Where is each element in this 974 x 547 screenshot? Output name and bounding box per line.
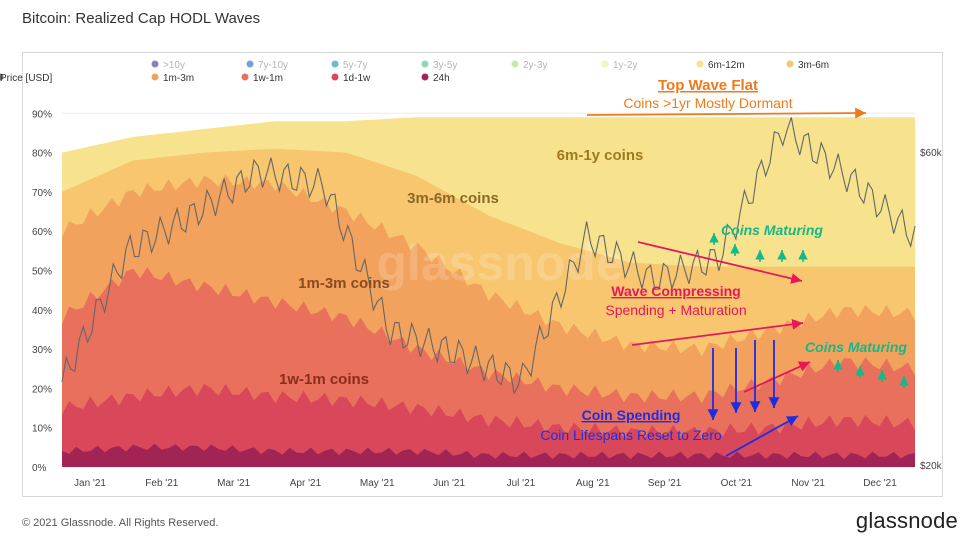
legend-label: 1y-2y xyxy=(613,60,637,71)
annotation-arrow xyxy=(637,241,803,284)
annotation-arrow xyxy=(586,107,867,119)
legend-label: 1d-1w xyxy=(343,73,371,84)
annotation-top-wave-title: Top Wave Flat xyxy=(658,77,758,94)
legend-swatch xyxy=(151,73,159,81)
annotation-arrow xyxy=(631,319,804,346)
legend-label: Price [USD] xyxy=(0,73,52,84)
band-label-1w-1m: 1w-1m coins xyxy=(279,371,369,388)
band-24h xyxy=(62,443,915,467)
y-tick-label: 70% xyxy=(32,188,52,199)
x-tick-label: May '21 xyxy=(360,478,395,489)
legend-swatch xyxy=(421,60,429,68)
band-1d-1w xyxy=(62,383,915,467)
legend-swatch xyxy=(511,60,519,68)
legend-swatch xyxy=(421,73,429,81)
legend-swatch xyxy=(246,60,254,68)
y-tick-label: 40% xyxy=(32,306,52,317)
legend-label: >10y xyxy=(163,60,185,71)
legend-label: 3m-6m xyxy=(798,60,829,71)
chart-frame xyxy=(22,52,943,497)
x-tick-label: Nov '21 xyxy=(791,478,825,489)
legend-label: 1m-3m xyxy=(163,73,194,84)
legend-swatch xyxy=(696,60,704,68)
annotation-top-wave-sub: Coins >1yr Mostly Dormant xyxy=(623,95,792,111)
y-tick-label: 60% xyxy=(32,227,52,238)
legend-swatch xyxy=(151,60,159,68)
y-tick-label: 30% xyxy=(32,345,52,356)
x-tick-label: Jun '21 xyxy=(433,478,465,489)
y-tick-label: 10% xyxy=(32,424,52,435)
annotation-spend-sub: Coin Lifespans Reset to Zero xyxy=(540,427,722,443)
right-tick-label: $60k xyxy=(920,148,943,159)
copyright-text: © 2021 Glassnode. All Rights Reserved. xyxy=(22,517,219,529)
legend-label: 5y-7y xyxy=(343,60,367,71)
band-label-6m-1y: 6m-1y coins xyxy=(557,147,644,164)
x-tick-label: Mar '21 xyxy=(217,478,250,489)
annotation-maturing-1: Coins Maturing xyxy=(721,222,823,238)
legend-swatch xyxy=(786,60,794,68)
legend-label: 3y-5y xyxy=(433,60,457,71)
legend-label: 6m-12m xyxy=(708,60,745,71)
legend-swatch xyxy=(601,60,609,68)
annotation-arrow xyxy=(725,415,799,457)
y-tick-label: 50% xyxy=(32,267,52,278)
right-tick-label: $20k xyxy=(920,461,943,472)
x-tick-label: Sep '21 xyxy=(648,478,682,489)
y-tick-label: 0% xyxy=(32,463,47,474)
legend-swatch xyxy=(331,73,339,81)
x-tick-label: Oct '21 xyxy=(721,478,753,489)
legend-swatch xyxy=(241,73,249,81)
x-tick-label: Apr '21 xyxy=(290,478,322,489)
legend-label: 1w-1m xyxy=(253,73,283,84)
band-label-1m-3m: 1m-3m coins xyxy=(298,275,390,292)
annotation-wave-sub: Spending + Maturation xyxy=(605,302,746,318)
y-tick-label: 80% xyxy=(32,149,52,160)
brand-logo: glassnode xyxy=(855,508,958,533)
price-line xyxy=(61,117,916,395)
x-tick-label: Dec '21 xyxy=(863,478,897,489)
x-tick-label: Jan '21 xyxy=(74,478,106,489)
y-tick-label: 20% xyxy=(32,384,52,395)
x-tick-label: Feb '21 xyxy=(145,478,178,489)
annotation-wave-title: Wave Compressing xyxy=(611,283,740,299)
annotation-maturing-2: Coins Maturing xyxy=(805,339,907,355)
x-tick-label: Aug '21 xyxy=(576,478,610,489)
legend-label: 2y-3y xyxy=(523,60,547,71)
page-title: Bitcoin: Realized Cap HODL Waves xyxy=(22,10,261,27)
band-label-3m-6m: 3m-6m coins xyxy=(407,190,499,207)
legend-swatch xyxy=(0,73,4,81)
y-tick-label: 90% xyxy=(32,109,52,120)
x-tick-label: Jul '21 xyxy=(507,478,536,489)
legend-label: 7y-10y xyxy=(258,60,288,71)
annotation-spend-title: Coin Spending xyxy=(582,407,681,423)
legend-swatch xyxy=(331,60,339,68)
watermark-text: glassnode xyxy=(376,235,623,291)
legend-label: 24h xyxy=(433,73,450,84)
